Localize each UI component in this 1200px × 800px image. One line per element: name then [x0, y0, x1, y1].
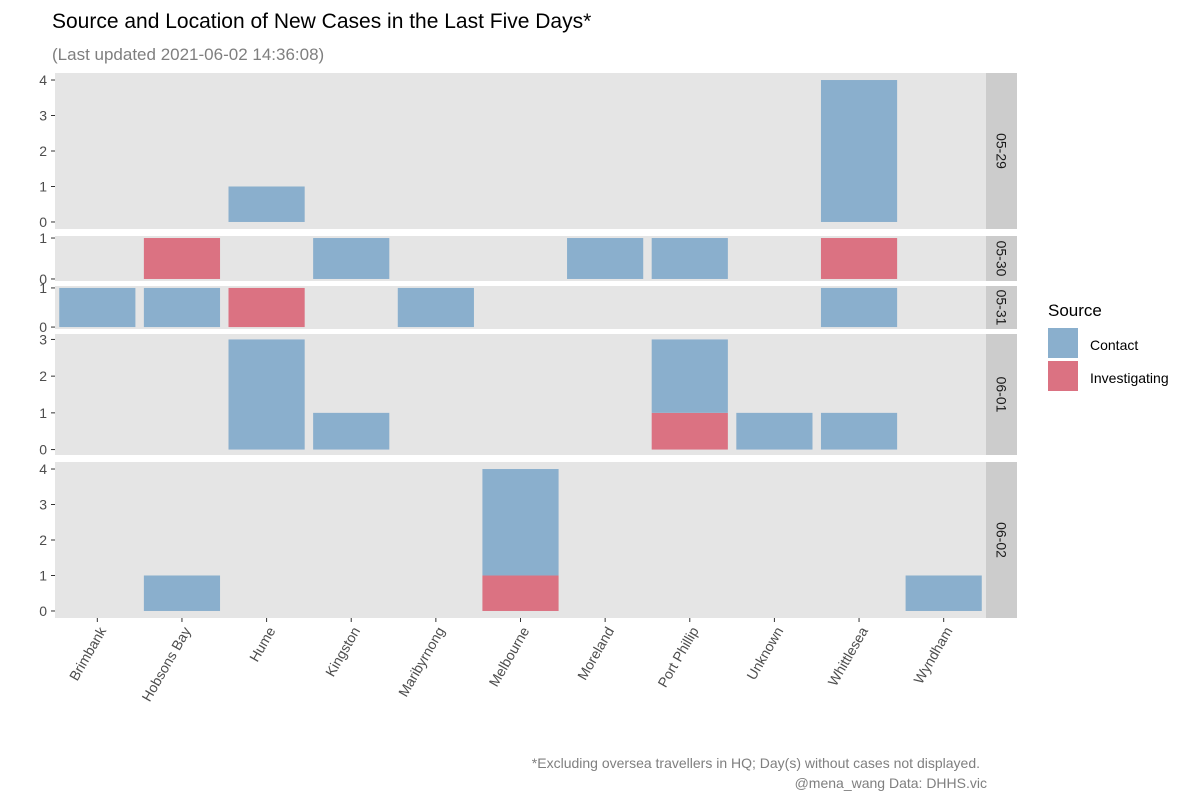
bar-investigating-port-phillip — [651, 412, 728, 450]
y-tick-label: 3 — [39, 108, 47, 124]
y-tick-label: 0 — [39, 271, 47, 287]
x-tick-label: Whittlesea — [824, 624, 871, 689]
bar-contact-whittlesea — [820, 80, 898, 222]
facet-strip-label: 06-02 — [994, 522, 1010, 558]
bar-contact-brimbank — [59, 287, 136, 328]
chart-title: Source and Location of New Cases in the … — [52, 10, 591, 33]
bar-contact-kingston — [313, 412, 390, 450]
legend-key-investigating — [1048, 361, 1078, 391]
x-tick-label: Port Phillip — [654, 624, 701, 690]
y-tick-label: 0 — [39, 603, 47, 619]
bar-investigating-melbourne — [482, 575, 559, 611]
facet-strip-label: 05-31 — [994, 290, 1010, 326]
facet-strip — [986, 73, 1017, 229]
facet-strip — [986, 334, 1017, 455]
x-tick-label: Kingston — [322, 624, 363, 679]
x-tick-label: Unknown — [743, 624, 786, 683]
facet-panel-06-01: 06-01 0 1 2 3 — [39, 331, 1017, 458]
caption-line-2: @mena_wang Data: DHHS.vic — [795, 775, 987, 791]
bar-contact-port-phillip — [651, 339, 728, 413]
chart-subtitle: (Last updated 2021-06-02 14:36:08) — [52, 45, 324, 64]
y-tick-label: 1 — [39, 178, 47, 194]
x-tick-label: Melbourne — [485, 624, 532, 689]
facet-strip-label: 06-01 — [994, 377, 1010, 413]
facet-panels: 05-290123405-300105-310106-01012306-0201… — [39, 72, 1017, 619]
bar-contact-melbourne — [482, 469, 559, 576]
bar-investigating-whittlesea — [820, 238, 898, 279]
bar-contact-hume — [228, 186, 305, 222]
facet-strip-label: 05-29 — [994, 133, 1010, 169]
legend-key-contact — [1048, 328, 1078, 358]
bar-contact-hume — [228, 339, 305, 450]
y-tick-label: 2 — [39, 143, 47, 159]
facet-strip — [986, 236, 1017, 281]
x-tick-label: Brimbank — [66, 623, 110, 683]
bar-contact-moreland — [567, 238, 644, 279]
bar-contact-wyndham — [905, 575, 982, 611]
x-tick-label: Wyndham — [910, 624, 955, 686]
y-tick-label: 4 — [39, 72, 47, 88]
bar-contact-hobsons-bay — [143, 287, 221, 328]
bar-contact-unknown — [736, 412, 813, 450]
y-tick-label: 1 — [39, 405, 47, 421]
caption-line-1: *Excluding oversea travellers in HQ; Day… — [532, 755, 980, 771]
y-tick-label: 4 — [39, 461, 47, 477]
y-tick-label: 1 — [39, 280, 47, 296]
bar-contact-kingston — [313, 238, 390, 279]
x-tick-label: Maribyrnong — [395, 624, 448, 699]
y-tick-label: 3 — [39, 497, 47, 513]
facet-strip — [986, 462, 1017, 618]
facet-panel-05-31: 05-31 0 1 — [39, 280, 1017, 335]
x-axis: Brimbank Hobsons Bay Hume Kingston Maribyrno… — [66, 618, 956, 704]
facet-panel-05-30: 05-30 0 1 — [39, 230, 1017, 287]
facet-strip — [986, 286, 1017, 329]
facet-strip-label: 05-30 — [994, 241, 1010, 277]
bar-investigating-hume — [228, 287, 305, 328]
legend: Source Contact Investigating — [1048, 301, 1169, 391]
bar-contact-port-phillip — [651, 238, 728, 279]
legend-title: Source — [1048, 301, 1102, 320]
y-tick-label: 1 — [39, 567, 47, 583]
y-tick-label: 3 — [39, 331, 47, 347]
y-tick-label: 1 — [39, 230, 47, 246]
bar-contact-maribyrnong — [397, 287, 474, 328]
legend-label-investigating: Investigating — [1090, 370, 1169, 386]
y-tick-label: 2 — [39, 532, 47, 548]
x-tick-label: Hume — [246, 624, 279, 665]
x-tick-label: Hobsons Bay — [138, 624, 193, 704]
y-tick-label: 2 — [39, 368, 47, 384]
bar-investigating-hobsons-bay — [143, 238, 221, 279]
bar-contact-hobsons-bay — [143, 575, 221, 611]
facet-panel-06-02: 06-02 0 1 2 3 4 — [39, 461, 1017, 619]
y-tick-label: 0 — [39, 442, 47, 458]
facet-panel-05-29: 05-29 0 1 2 3 4 — [39, 72, 1017, 230]
legend-label-contact: Contact — [1090, 337, 1138, 353]
y-tick-label: 0 — [39, 214, 47, 230]
x-tick-label: Moreland — [574, 624, 617, 683]
bar-contact-whittlesea — [820, 412, 898, 450]
y-tick-label: 0 — [39, 319, 47, 335]
bar-contact-whittlesea — [820, 287, 898, 328]
